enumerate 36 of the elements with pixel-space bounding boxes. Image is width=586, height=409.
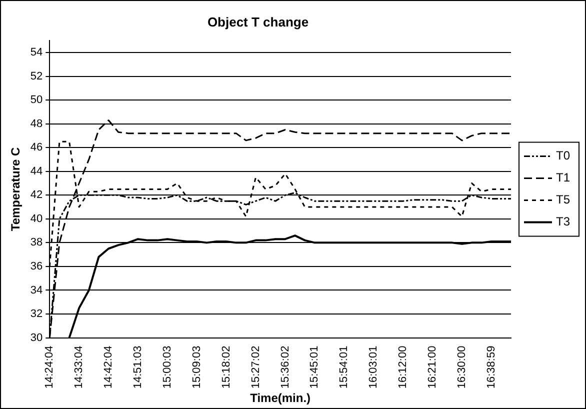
y-tick-label: 54 — [30, 46, 43, 59]
x-tick-label: 16:30:00 — [456, 346, 468, 389]
x-tick-label: 16:03:01 — [368, 346, 380, 389]
y-tick-label: 44 — [30, 165, 43, 178]
legend-label: T1 — [556, 170, 570, 185]
y-tick-label: 30 — [30, 332, 43, 344]
y-tick-label: 48 — [30, 118, 43, 130]
x-tick-label: 15:09:03 — [190, 346, 203, 389]
x-axis-title: Time(min.) — [250, 391, 311, 406]
y-tick-label: 50 — [30, 94, 43, 106]
x-tick-label: 16:12:00 — [397, 346, 410, 389]
x-tick-label: 16:38:59 — [485, 346, 498, 389]
y-tick-label: 36 — [30, 260, 43, 272]
legend-label: T3 — [556, 214, 570, 229]
x-tick-label: 15:45:01 — [308, 346, 321, 389]
x-tick-label: 16:21:00 — [426, 346, 438, 389]
y-tick-label: 32 — [30, 308, 43, 320]
y-tick-label: 34 — [30, 284, 43, 296]
x-tick-label: 14:24:04 — [44, 346, 56, 389]
y-axis-title: Temperature C — [8, 146, 23, 232]
x-tick-label: 15:54:01 — [338, 346, 350, 389]
x-tick-label: 14:33:04 — [73, 346, 86, 389]
y-tick-label: 46 — [30, 142, 43, 154]
chart-title: Object T change — [207, 14, 309, 30]
x-tick-label: 14:42:04 — [102, 346, 115, 389]
x-tick-label: 15:36:02 — [279, 346, 292, 389]
y-tick-label: 52 — [30, 70, 43, 82]
legend-label: T0 — [556, 148, 570, 163]
x-tick-label: 14:51:03 — [132, 346, 144, 389]
legend-label: T5 — [556, 192, 570, 207]
x-tick-label: 15:00:03 — [161, 346, 174, 389]
x-tick-label: 15:18:02 — [220, 346, 232, 389]
x-tick-label: 15:27:02 — [250, 346, 262, 389]
y-tick-label: 42 — [30, 189, 43, 202]
y-tick-label: 38 — [30, 236, 43, 249]
y-tick-label: 40 — [30, 212, 43, 225]
